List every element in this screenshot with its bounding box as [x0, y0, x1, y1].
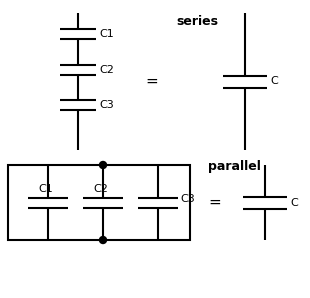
Text: C2: C2	[99, 65, 114, 75]
Text: C: C	[290, 198, 298, 207]
Bar	[8, 165, 190, 240]
Circle shape	[100, 162, 107, 168]
Text: C1: C1	[99, 29, 114, 39]
Text: C3: C3	[180, 193, 195, 204]
Text: C: C	[270, 77, 278, 86]
Text: parallel: parallel	[208, 160, 261, 173]
Text: =: =	[208, 195, 221, 210]
Text: C1: C1	[38, 184, 53, 195]
Text: =: =	[146, 74, 158, 89]
Circle shape	[100, 237, 107, 243]
Text: C2: C2	[93, 184, 108, 195]
Text: C3: C3	[99, 100, 114, 110]
Text: series: series	[176, 15, 218, 28]
